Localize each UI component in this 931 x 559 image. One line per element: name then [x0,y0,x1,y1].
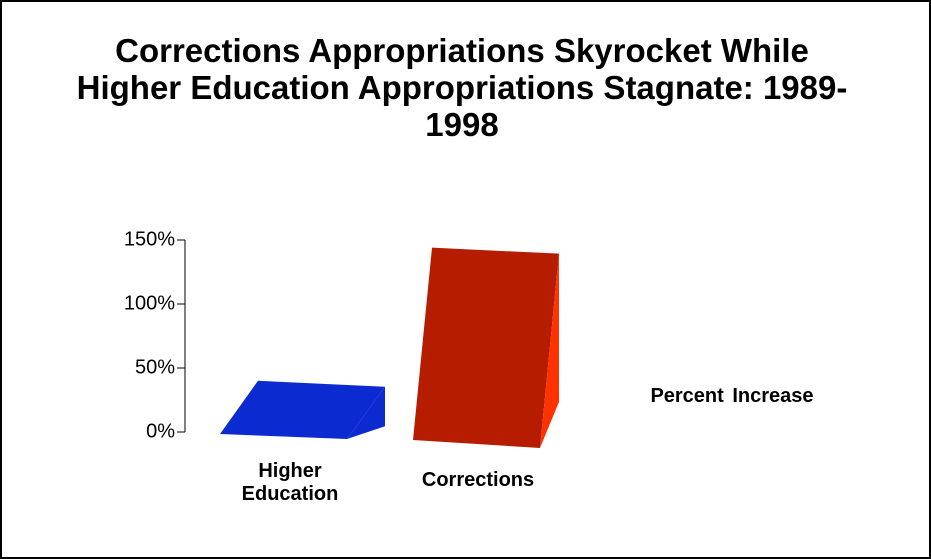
y-tick-label: 50% [135,356,175,378]
x-tick-label: Higher Education [241,460,339,505]
bar [220,380,385,439]
legend-entry: Percent Increase [650,385,814,407]
y-tick-label: 150% [124,228,175,250]
bar-side [347,386,385,439]
bar [413,247,559,448]
y-tick-label: 100% [124,292,175,314]
y-tick-label: 0% [146,420,175,442]
x-tick-label: Corrections [421,469,535,491]
chart-title: Corrections Appropriations Skyrocket Whi… [76,32,848,143]
bar-side [540,253,559,448]
